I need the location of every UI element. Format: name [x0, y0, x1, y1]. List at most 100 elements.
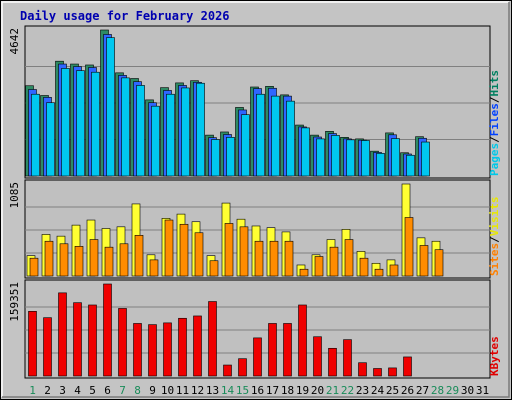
bar-bottom-kbytes-day-25 [388, 367, 397, 377]
bar-middle-sites-day-15 [239, 226, 249, 277]
bar-bottom-kbytes-day-8 [133, 323, 142, 377]
bar-top-pages-day-1 [31, 93, 40, 177]
panel-bottom-max-label: 159351 [8, 282, 21, 322]
panel-bottom-legend: KBytes [488, 336, 501, 376]
bar-top-pages-day-15 [241, 114, 250, 177]
bar-middle-sites-day-18 [284, 240, 294, 277]
x-tick-day-10: 10 [161, 384, 174, 397]
x-tick-day-22: 22 [341, 384, 354, 397]
x-tick-day-18: 18 [281, 384, 294, 397]
bar-bottom-kbytes-day-2 [43, 317, 52, 377]
bar-bottom-kbytes-day-21 [328, 347, 337, 377]
bar-middle-sites-day-24 [374, 268, 384, 277]
panel-middle: 1085 Sites/Visits [8, 179, 501, 279]
legend-item-top-1: / [488, 136, 501, 143]
bar-top-pages-day-22 [346, 139, 355, 177]
panel-middle-max-label: 1085 [8, 182, 21, 209]
bar-top-pages-day-13 [211, 139, 220, 177]
x-tick-day-7: 7 [119, 384, 126, 397]
bar-top-pages-day-17 [271, 95, 280, 177]
frame-bevel-light [1, 1, 509, 397]
bar-bottom-kbytes-day-3 [58, 292, 67, 377]
bar-top-pages-day-25 [391, 138, 400, 177]
x-axis: 1 2 3 4 5 6 7 8 9 10 11 12 13 14 15 16 17 18 19 20 21 22 23 24 2… [29, 384, 489, 397]
x-tick-day-23: 23 [356, 384, 369, 397]
bar-middle-sites-day-6 [104, 246, 114, 277]
bar-bottom-kbytes-day-14 [223, 364, 232, 377]
bar-top-pages-day-14 [226, 137, 235, 177]
bar-bottom-kbytes-day-20 [313, 336, 322, 377]
bar-top-pages-day-2 [46, 102, 55, 177]
x-tick-day-30: 30 [461, 384, 474, 397]
bar-middle-sites-day-26 [404, 217, 414, 277]
legend-item-top-3: / [488, 96, 501, 103]
bar-middle-sites-day-12 [194, 232, 204, 277]
bar-top-pages-day-8 [136, 85, 145, 177]
x-tick-day-1: 1 [29, 384, 36, 397]
bar-bottom-kbytes-day-16 [253, 337, 262, 377]
bar-top-pages-day-24 [376, 153, 385, 177]
bar-middle-sites-day-23 [359, 257, 369, 277]
panel-top-legend: Pages/Files/Hits [488, 70, 501, 176]
bar-middle-sites-day-1 [29, 257, 39, 277]
x-tick-day-16: 16 [251, 384, 264, 397]
bar-top-pages-day-7 [121, 77, 130, 177]
x-tick-day-12: 12 [191, 384, 204, 397]
bar-bottom-kbytes-day-19 [298, 304, 307, 377]
bar-middle-sites-day-19 [299, 268, 309, 277]
x-tick-day-26: 26 [401, 384, 414, 397]
panel-bottom: 159351 KBytes [8, 279, 501, 379]
bar-bottom-kbytes-day-10 [163, 322, 172, 377]
bar-top-pages-day-23 [361, 140, 370, 177]
legend-item-middle-2: Visits [488, 197, 501, 237]
legend-item-top-4: Hits [488, 70, 501, 97]
panel-top-max-label: 4642 [8, 28, 21, 55]
bar-bottom-kbytes-day-12 [193, 315, 202, 377]
x-tick-day-19: 19 [296, 384, 309, 397]
frame-bevel-dark [2, 2, 510, 398]
bar-bottom-kbytes-day-18 [283, 323, 292, 377]
x-tick-day-11: 11 [176, 384, 189, 397]
bar-middle-sites-day-13 [209, 260, 219, 277]
bar-middle-sites-day-3 [59, 243, 69, 277]
bar-top-pages-day-21 [331, 135, 340, 177]
bar-middle-sites-day-7 [119, 243, 129, 277]
bar-bottom-kbytes-day-11 [178, 317, 187, 377]
bar-bottom-kbytes-day-15 [238, 358, 247, 377]
bar-middle-sites-day-11 [179, 223, 189, 277]
x-tick-day-9: 9 [149, 384, 156, 397]
bar-top-pages-day-16 [256, 93, 265, 177]
bar-top-pages-day-27 [421, 141, 430, 177]
bar-middle-sites-day-16 [254, 240, 264, 277]
bar-top-pages-day-18 [286, 100, 295, 177]
bar-top-pages-day-11 [181, 87, 190, 177]
x-tick-day-28: 28 [431, 384, 444, 397]
x-tick-day-14: 14 [221, 384, 235, 397]
bar-middle-sites-day-10 [164, 219, 174, 277]
legend-item-bottom-0: KBytes [488, 336, 501, 376]
legend-item-middle-1: / [488, 236, 501, 243]
bar-middle-sites-day-5 [89, 239, 99, 277]
bar-bottom-kbytes-day-5 [88, 304, 97, 377]
bar-bottom-kbytes-day-6 [103, 283, 112, 377]
bar-top-pages-day-12 [196, 82, 205, 177]
bar-top-pages-day-20 [316, 138, 325, 177]
bar-bottom-kbytes-day-26 [403, 356, 412, 377]
x-tick-day-29: 29 [446, 384, 459, 397]
bar-middle-sites-day-25 [389, 264, 399, 277]
bar-bottom-kbytes-day-9 [148, 324, 157, 377]
bar-bottom-kbytes-day-13 [208, 301, 217, 377]
bar-bottom-kbytes-day-24 [373, 368, 382, 377]
bar-bottom-kbytes-day-23 [358, 362, 367, 377]
x-tick-day-25: 25 [386, 384, 399, 397]
bar-bottom-kbytes-day-17 [268, 323, 277, 377]
bar-top-pages-day-5 [91, 71, 100, 177]
x-tick-day-20: 20 [311, 384, 324, 397]
x-tick-day-17: 17 [266, 384, 279, 397]
x-tick-day-27: 27 [416, 384, 429, 397]
x-tick-day-13: 13 [206, 384, 219, 397]
x-tick-day-15: 15 [236, 384, 249, 397]
x-tick-day-24: 24 [371, 384, 385, 397]
bar-bottom-kbytes-day-4 [73, 302, 82, 377]
